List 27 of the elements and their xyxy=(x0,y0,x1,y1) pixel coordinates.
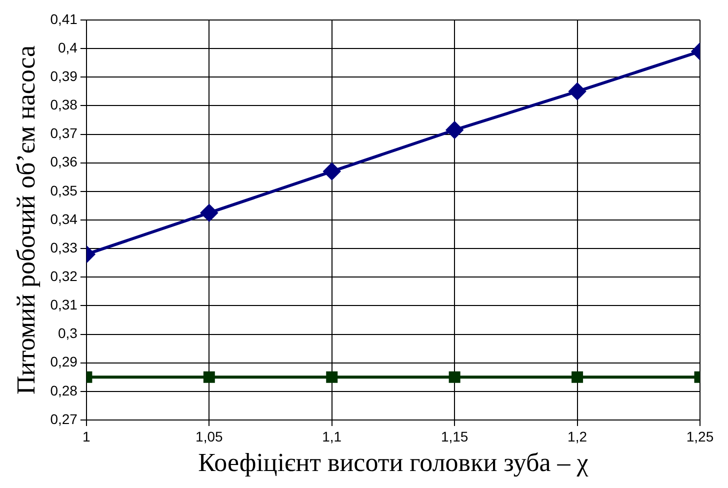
y-tick-label: 0,35 xyxy=(50,182,78,198)
y-tick-label: 0,34 xyxy=(50,210,78,227)
y-tick-label: 0,4 xyxy=(58,39,78,56)
y-axis-title: Питомий робочий об’єм насоса xyxy=(11,45,40,394)
x-tick-label: 1,2 xyxy=(568,428,588,444)
x-tick-label: 1,05 xyxy=(196,428,223,444)
y-tick-label: 0,36 xyxy=(50,154,78,170)
y-tick-label: 0,38 xyxy=(50,96,78,113)
y-tick-label: 0,28 xyxy=(50,382,78,398)
point xyxy=(326,371,338,383)
x-tick-label: 1,25 xyxy=(686,428,714,444)
y-tick-label: 0,27 xyxy=(50,410,78,427)
y-tick-label: 0,41 xyxy=(50,10,78,27)
y-tick-label: 0,32 xyxy=(50,268,78,284)
x-tick-label: 1,1 xyxy=(322,428,342,444)
point xyxy=(323,162,340,180)
point xyxy=(448,371,460,383)
y-tick-label: 0,29 xyxy=(50,354,78,370)
point xyxy=(446,122,464,138)
x-axis-title: Коефіцієнт висоти головки зуба – χ xyxy=(198,448,589,478)
y-tick-label: 0,37 xyxy=(50,125,78,142)
y-tick-label: 0,39 xyxy=(50,68,78,84)
y-tick-label: 0,33 xyxy=(50,239,78,256)
x-tick-label: 1 xyxy=(82,428,91,444)
y-tick-label: 0,3 xyxy=(58,325,78,342)
y-tick-label: 0,31 xyxy=(50,296,78,313)
x-tick-label: 1,15 xyxy=(440,428,468,444)
